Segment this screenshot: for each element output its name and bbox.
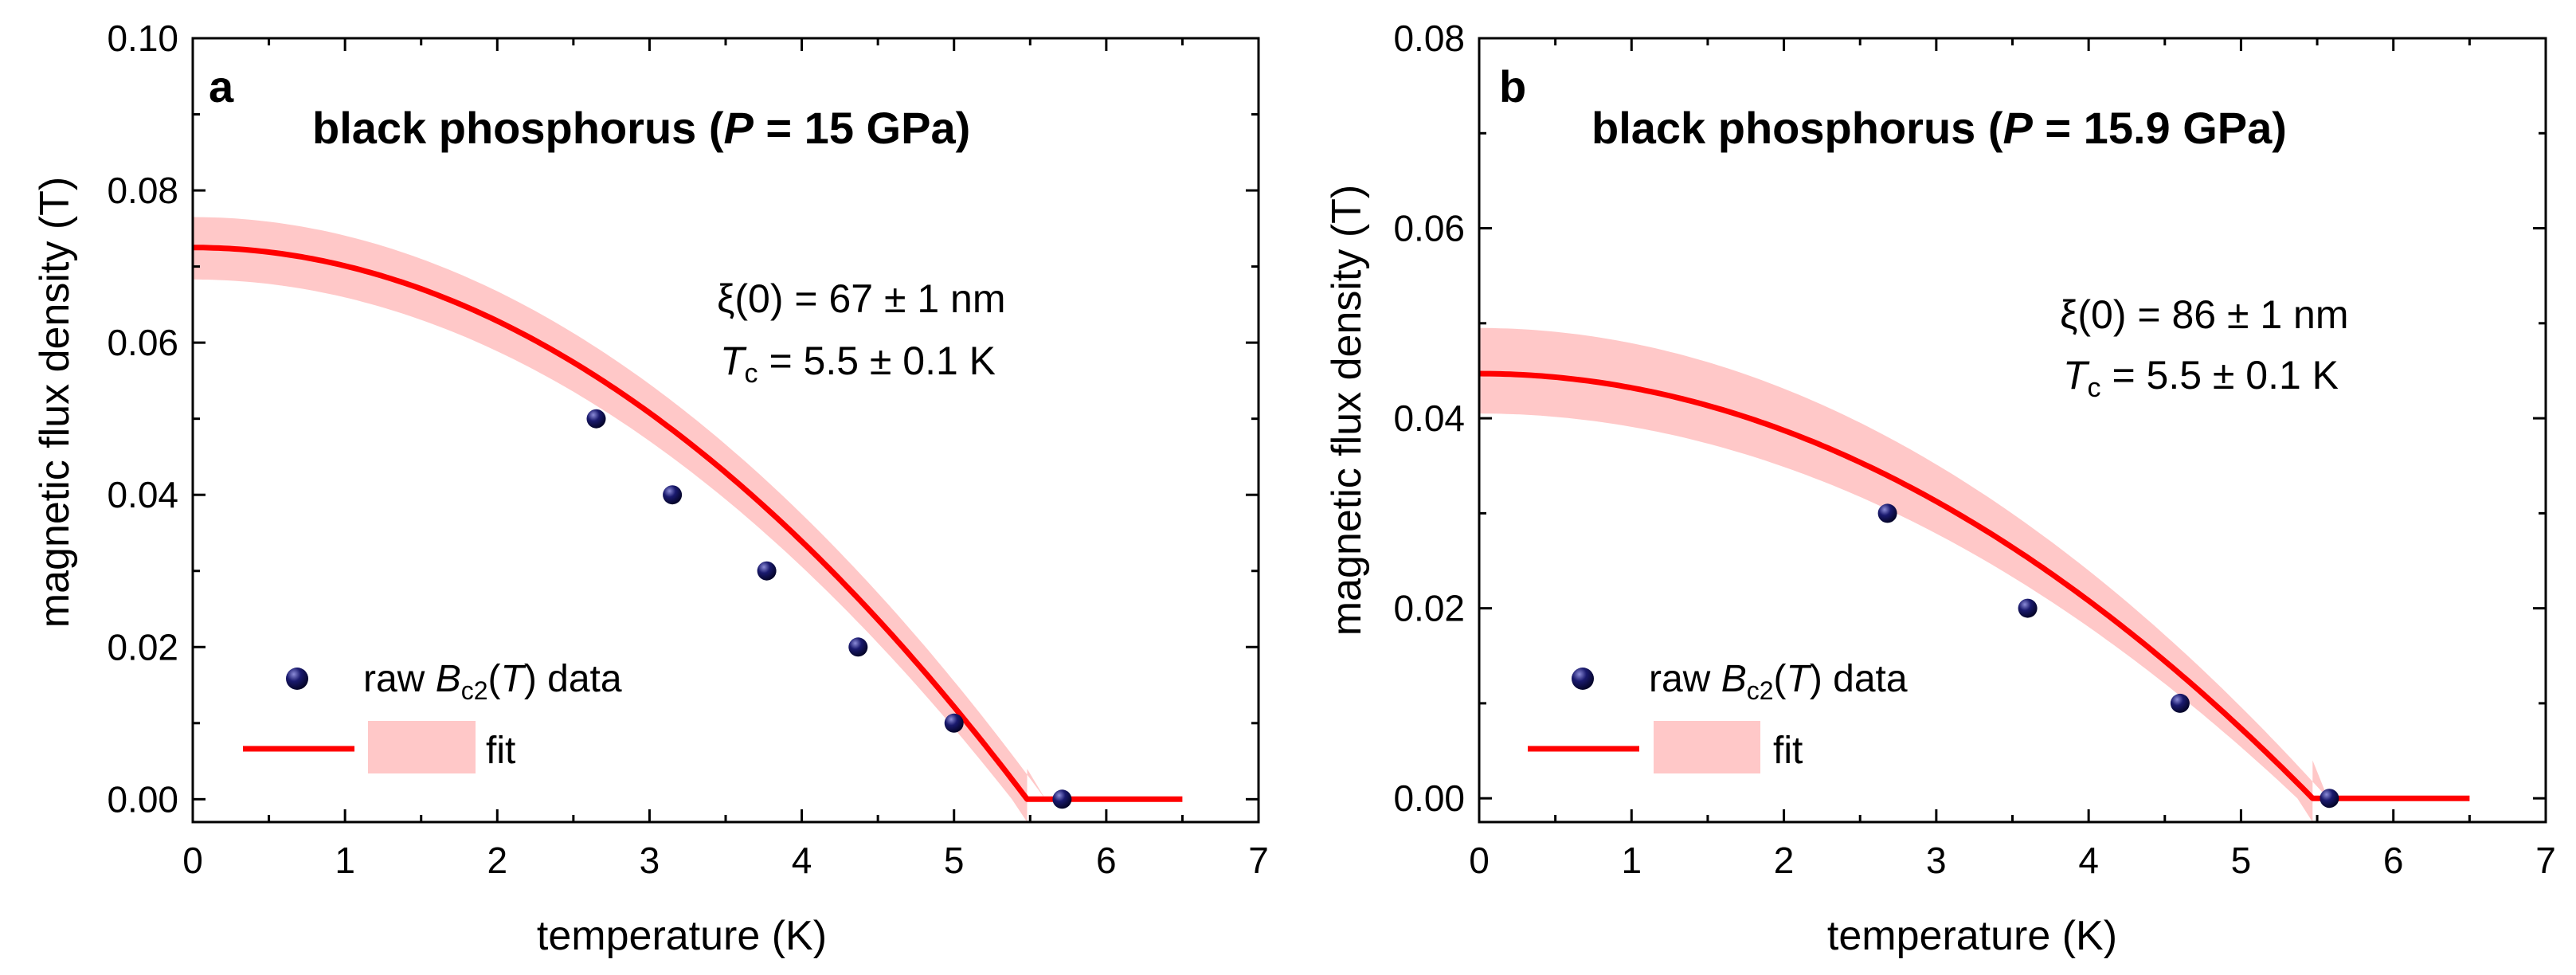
panel-a: 0 1 2 3 4 5 6 7 0.00 0.02 0.04 0.06 0.08 0.10 a black… — [32, 18, 1269, 959]
axes: 0 1 2 3 4 5 6 7 0.00 0.02 0.04 0.06 0.08 0.10 — [107, 18, 1268, 881]
data-points — [586, 409, 1072, 809]
x-tick-label: 6 — [1096, 840, 1117, 881]
chart-title: black phosphorus (P = 15 GPa) — [312, 103, 970, 153]
panel-letter: b — [1499, 61, 1526, 112]
legend-data-marker — [286, 668, 308, 690]
y-axis-label: magnetic flux density (T) — [32, 177, 78, 628]
panel-letter: a — [209, 61, 234, 112]
y-tick-label: 0.04 — [107, 474, 178, 515]
legend-fit-label: fit — [1773, 730, 1803, 772]
data-point — [663, 485, 683, 505]
tc-annotation: Tc = 5.5 ± 0.1 K — [720, 339, 996, 389]
x-tick-label: 3 — [640, 840, 660, 881]
x-tick-label: 7 — [1248, 840, 1269, 881]
x-axis-label: temperature (K) — [1827, 913, 2117, 959]
fit-uncertainty-band — [193, 217, 1046, 822]
x-tick-label: 0 — [182, 840, 203, 881]
x-tick-label: 6 — [2383, 840, 2404, 881]
y-tick-label: 0.06 — [107, 322, 178, 363]
y-axis-label: magnetic flux density (T) — [1324, 185, 1370, 636]
xi-annotation: ξ(0) = 86 ± 1 nm — [2060, 292, 2348, 337]
x-tick-label: 0 — [1469, 840, 1490, 881]
x-tick-label: 2 — [487, 840, 507, 881]
panel-b: 0 1 2 3 4 5 6 7 0.00 0.02 0.04 0.06 0.08 b black pho… — [1324, 18, 2556, 959]
y-tick-label: 0.00 — [107, 778, 178, 820]
y-tick-label: 0.02 — [1393, 588, 1465, 629]
data-point — [1877, 503, 1897, 523]
fit-band — [193, 217, 1046, 822]
data-point — [944, 713, 964, 733]
x-tick-label: 1 — [335, 840, 355, 881]
y-tick-label: 0.06 — [1393, 208, 1465, 249]
plot-frame — [1478, 37, 2547, 824]
x-tick-label: 1 — [1621, 840, 1642, 881]
x-axis-label: temperature (K) — [537, 913, 827, 959]
x-tick-label: 2 — [1774, 840, 1795, 881]
x-tick-label: 4 — [792, 840, 812, 881]
data-point — [848, 637, 868, 657]
legend-data-label: raw Bc2(T) data — [1649, 658, 1908, 705]
x-tick-label: 7 — [2535, 840, 2556, 881]
fit-line — [193, 245, 1183, 802]
legend-fit-band — [1654, 721, 1760, 773]
y-tick-label: 0.08 — [107, 170, 178, 211]
data-point — [1052, 789, 1072, 809]
x-tick-label: 3 — [1926, 840, 1947, 881]
xi-annotation: ξ(0) = 67 ± 1 nm — [717, 276, 1005, 321]
data-point — [586, 409, 606, 429]
chart-title: black phosphorus (P = 15.9 GPa) — [1591, 103, 2287, 153]
y-tick-label: 0.00 — [1393, 777, 1465, 819]
y-tick-label: 0.10 — [107, 18, 178, 59]
fit-curve — [193, 245, 1183, 802]
data-points — [1877, 503, 2339, 809]
axes: 0 1 2 3 4 5 6 7 0.00 0.02 0.04 0.06 0.08 — [1393, 18, 2555, 881]
legend-data-marker — [1572, 668, 1594, 690]
plot-frame — [191, 37, 1260, 824]
x-tick-label: 5 — [944, 840, 965, 881]
data-point — [2170, 693, 2190, 713]
y-tick-label: 0.02 — [107, 626, 178, 668]
x-tick-label: 5 — [2231, 840, 2252, 881]
fit-curve — [1478, 370, 2470, 801]
y-tick-label: 0.08 — [1393, 18, 1465, 59]
data-point — [757, 561, 777, 581]
fit-line — [1478, 370, 2470, 801]
x-tick-label: 4 — [2078, 840, 2099, 881]
tc-annotation: Tc = 5.5 ± 0.1 K — [2063, 353, 2339, 403]
legend-fit-band — [368, 721, 476, 773]
legend-fit-label: fit — [486, 730, 515, 772]
legend-data-label: raw Bc2(T) data — [363, 658, 622, 705]
data-point — [2018, 598, 2038, 618]
y-tick-label: 0.04 — [1393, 397, 1465, 439]
data-point — [2320, 789, 2339, 809]
